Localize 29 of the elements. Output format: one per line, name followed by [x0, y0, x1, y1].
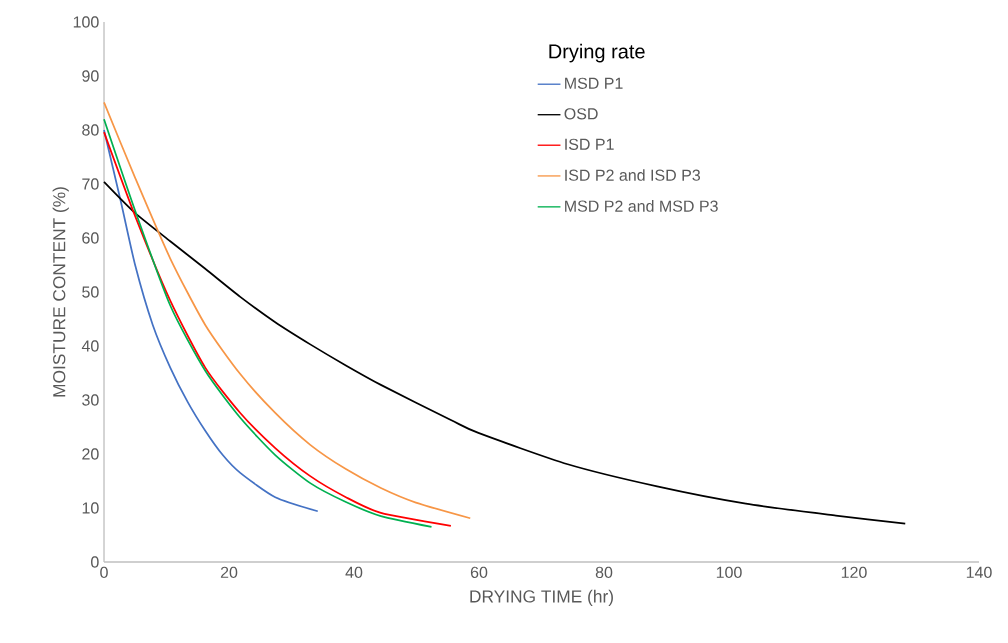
legend-label: OSD [564, 108, 598, 120]
x-tick-label: 80 [595, 566, 613, 579]
y-tick-label: 40 [81, 340, 99, 352]
y-tick-label: 10 [82, 502, 99, 514]
y-tick-label: 0 [91, 556, 99, 568]
x-axis-title: DRYING TIME (hr) [470, 589, 613, 606]
y-tick-label: 50 [82, 286, 99, 298]
legend-label: MSD P1 [565, 77, 623, 89]
x-tick-label: 40 [345, 566, 363, 579]
x-tick-label: 140 [966, 566, 992, 579]
line-series [103, 180, 907, 525]
x-tick-label: 100 [716, 566, 742, 579]
y-tick-label: 30 [82, 394, 99, 406]
legend-label: ISD P1 [565, 138, 614, 150]
legend-label: MSD P2 and MSD P3 [565, 200, 718, 212]
y-tick-label: 100 [73, 16, 99, 28]
legend-title: Drying rate [549, 43, 645, 63]
y-tick-label: 90 [82, 70, 99, 82]
y-tick-label: 20 [82, 448, 99, 460]
line-series [103, 129, 319, 513]
x-tick-label: 60 [470, 566, 488, 579]
y-tick-label: 70 [82, 178, 99, 190]
y-tick-label: 80 [82, 124, 99, 136]
x-tick-label: 20 [220, 566, 238, 579]
legend-label: ISD P2 and ISD P3 [565, 169, 701, 181]
y-axis-title: MOISTURE CONTENT (%) [52, 187, 69, 397]
x-tick-label: 120 [841, 566, 867, 579]
x-tick-label: 0 [100, 566, 108, 579]
y-tick-label: 60 [82, 232, 99, 244]
